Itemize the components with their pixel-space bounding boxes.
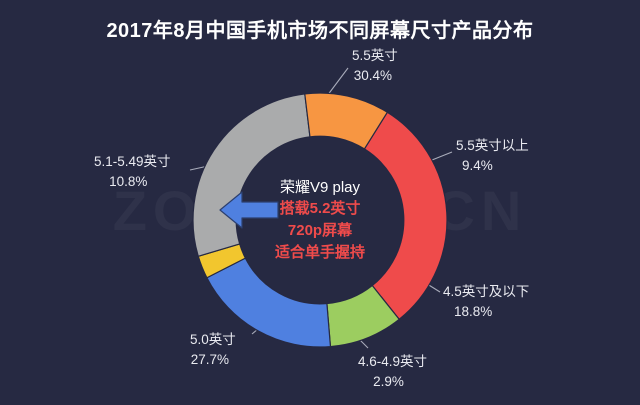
slice-category: 5.5英寸以上 [456, 138, 529, 153]
donut-chart [191, 91, 449, 349]
slice-percent: 2.9% [373, 374, 404, 389]
donut-svg [192, 92, 448, 348]
slice-percent: 30.4% [353, 68, 393, 83]
slice-label-above-5-5-inch: 5.5英寸以上 9.4% [456, 136, 529, 176]
slice-category: 4.5英寸及以下 [443, 284, 530, 299]
slice-category: 5.0英寸 [190, 332, 236, 347]
donut-slice[interactable] [304, 92, 389, 150]
slice-label-4-5-inch-and-below: 4.5英寸及以下 18.8% [443, 282, 529, 322]
slice-percent: 18.8% [454, 304, 493, 319]
slice-percent: 27.7% [190, 352, 230, 367]
slice-category: 5.5英寸 [352, 48, 398, 63]
slice-label-5-0-inch: 5.0英寸 27.7% [190, 330, 236, 370]
slice-category: 5.1-5.49英寸 [94, 154, 171, 169]
slice-category: 4.6-4.9英寸 [358, 354, 428, 369]
slice-percent: 9.4% [462, 158, 493, 173]
page-title: 2017年8月中国手机市场不同屏幕尺寸产品分布 [106, 20, 534, 42]
slice-percent: 10.8% [109, 174, 148, 189]
slice-label-4-6-to-4-9-inch: 4.6-4.9英寸 2.9% [358, 352, 427, 392]
slice-label-5-5-inch: 5.5英寸 30.4% [352, 46, 398, 86]
donut-hole [236, 136, 404, 304]
slice-label-5-1-to-5-49-inch: 5.1-5.49英寸 10.8% [94, 152, 171, 192]
donut-slice[interactable] [363, 111, 448, 321]
